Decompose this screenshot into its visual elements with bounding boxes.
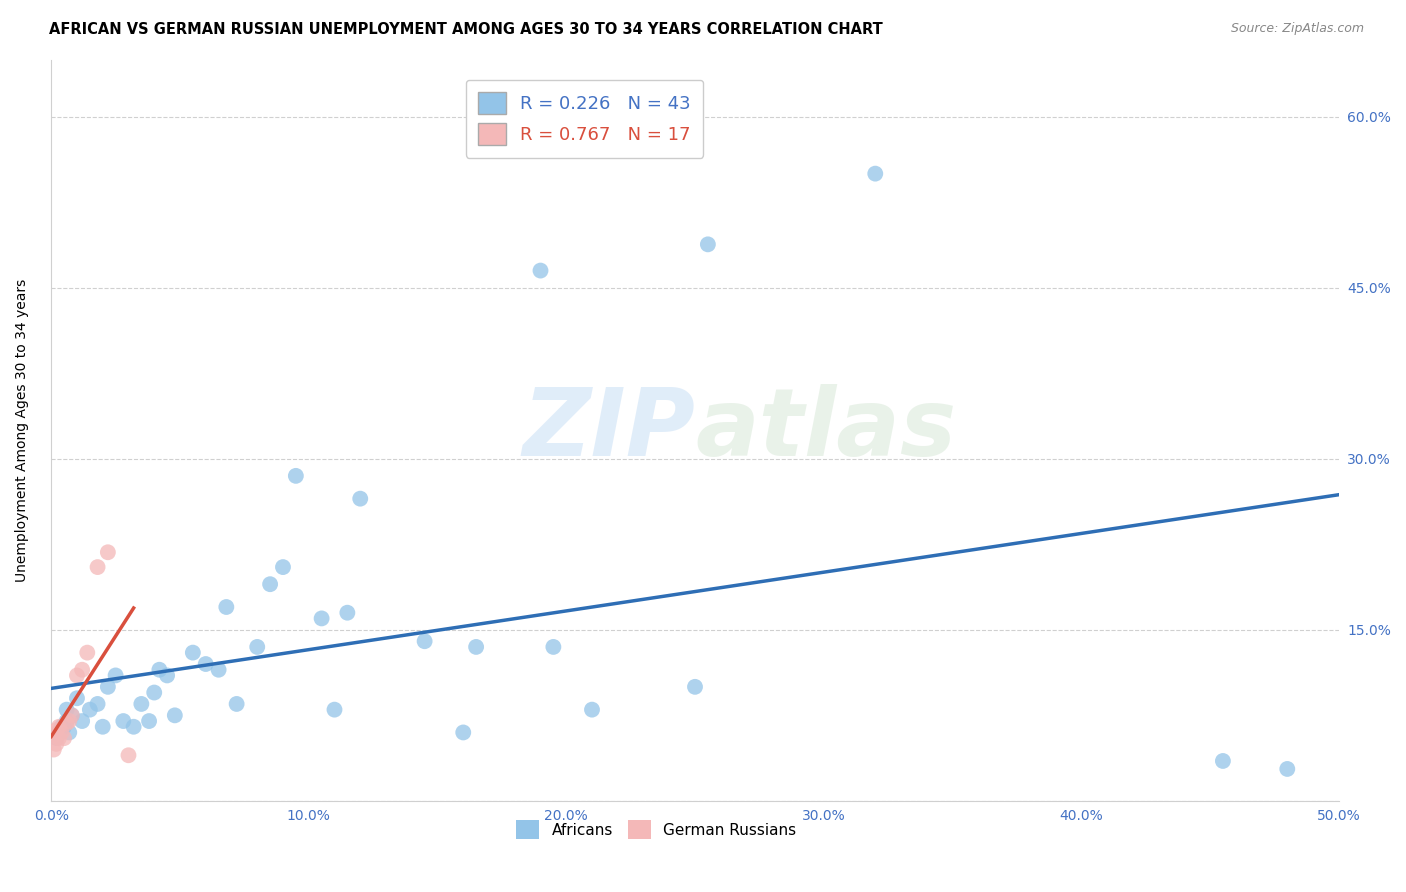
Point bbox=[70, 714, 93, 728]
Point bbox=[117, 748, 139, 763]
Point bbox=[60, 708, 83, 723]
Point bbox=[48, 725, 70, 739]
Point bbox=[48, 720, 70, 734]
Point bbox=[66, 668, 89, 682]
Point bbox=[51, 725, 73, 739]
Point bbox=[131, 697, 153, 711]
Point bbox=[865, 167, 887, 181]
Point bbox=[42, 742, 65, 756]
Point bbox=[225, 697, 247, 711]
Point bbox=[543, 640, 565, 654]
Point bbox=[181, 646, 204, 660]
Legend: Africans, German Russians: Africans, German Russians bbox=[510, 814, 803, 845]
Point bbox=[138, 714, 160, 728]
Point bbox=[53, 731, 76, 746]
Point bbox=[259, 577, 281, 591]
Point bbox=[97, 545, 120, 559]
Text: atlas: atlas bbox=[695, 384, 956, 476]
Point bbox=[97, 680, 120, 694]
Point bbox=[413, 634, 436, 648]
Point bbox=[271, 560, 294, 574]
Point bbox=[55, 714, 77, 728]
Point bbox=[51, 720, 73, 734]
Point bbox=[336, 606, 359, 620]
Point bbox=[91, 720, 114, 734]
Point bbox=[215, 600, 238, 615]
Point bbox=[1277, 762, 1299, 776]
Point bbox=[163, 708, 186, 723]
Point bbox=[349, 491, 371, 506]
Text: AFRICAN VS GERMAN RUSSIAN UNEMPLOYMENT AMONG AGES 30 TO 34 YEARS CORRELATION CHA: AFRICAN VS GERMAN RUSSIAN UNEMPLOYMENT A… bbox=[49, 22, 883, 37]
Point bbox=[143, 685, 166, 699]
Point bbox=[122, 720, 145, 734]
Point bbox=[451, 725, 474, 739]
Point bbox=[696, 237, 718, 252]
Point bbox=[1212, 754, 1234, 768]
Point bbox=[70, 663, 93, 677]
Point bbox=[112, 714, 135, 728]
Point bbox=[66, 691, 89, 706]
Y-axis label: Unemployment Among Ages 30 to 34 years: Unemployment Among Ages 30 to 34 years bbox=[15, 278, 30, 582]
Point bbox=[45, 723, 67, 738]
Point bbox=[45, 731, 67, 746]
Point bbox=[60, 708, 83, 723]
Point bbox=[45, 737, 67, 751]
Point bbox=[529, 263, 551, 277]
Text: Source: ZipAtlas.com: Source: ZipAtlas.com bbox=[1230, 22, 1364, 36]
Point bbox=[581, 703, 603, 717]
Point bbox=[58, 725, 80, 739]
Point bbox=[42, 728, 65, 742]
Point bbox=[104, 668, 127, 682]
Point bbox=[311, 611, 333, 625]
Text: ZIP: ZIP bbox=[522, 384, 695, 476]
Point bbox=[55, 703, 77, 717]
Point bbox=[79, 703, 101, 717]
Point bbox=[148, 663, 170, 677]
Point bbox=[284, 468, 307, 483]
Point bbox=[76, 646, 98, 660]
Point bbox=[323, 703, 346, 717]
Point bbox=[465, 640, 488, 654]
Point bbox=[55, 716, 77, 731]
Point bbox=[156, 668, 179, 682]
Point bbox=[246, 640, 269, 654]
Point bbox=[194, 657, 217, 671]
Point bbox=[683, 680, 706, 694]
Point bbox=[86, 560, 108, 574]
Point bbox=[53, 720, 76, 734]
Point bbox=[48, 731, 70, 746]
Point bbox=[86, 697, 108, 711]
Point bbox=[207, 663, 229, 677]
Point bbox=[58, 714, 80, 728]
